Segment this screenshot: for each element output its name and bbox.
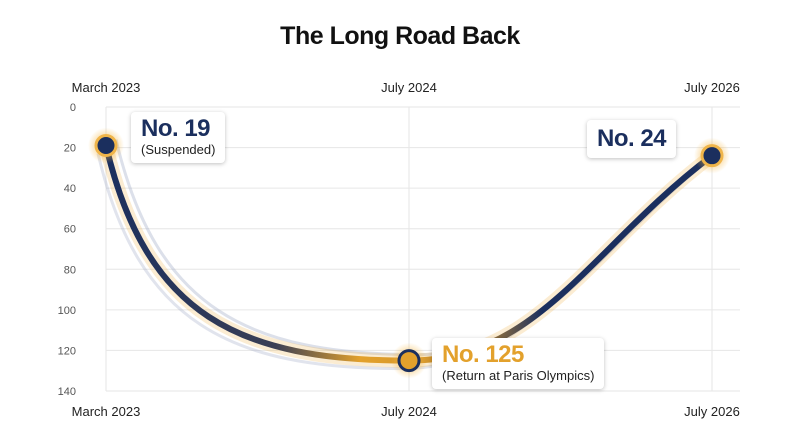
y-tick-label: 20 xyxy=(64,143,76,155)
y-tick-label: 100 xyxy=(58,305,76,317)
data-point xyxy=(397,349,421,373)
y-tick-label: 60 xyxy=(64,224,76,236)
data-point xyxy=(94,134,118,158)
callout-end: No. 24 xyxy=(587,120,677,158)
callout-low-note: (Return at Paris Olympics) xyxy=(442,368,595,383)
y-tick-label: 40 xyxy=(64,183,76,195)
x-tick-label-top: July 2024 xyxy=(381,80,437,95)
x-tick-label-bottom: July 2026 xyxy=(684,404,740,419)
callout-low: No. 125 (Return at Paris Olympics) xyxy=(432,338,605,389)
callout-low-rank: No. 125 xyxy=(442,341,524,368)
x-tick-label-bottom: March 2023 xyxy=(72,404,141,419)
callout-start-rank: No. 19 xyxy=(141,115,211,142)
x-tick-label-top: July 2026 xyxy=(684,80,740,95)
y-tick-label: 0 xyxy=(70,102,76,114)
x-tick-label-bottom: July 2024 xyxy=(381,404,437,419)
x-tick-label-top: March 2023 xyxy=(72,80,141,95)
callout-start-note: (Suspended) xyxy=(141,142,216,157)
y-tick-label: 120 xyxy=(58,345,76,357)
y-tick-label: 140 xyxy=(58,386,76,398)
callout-end-rank: No. 24 xyxy=(597,125,667,152)
callout-start: No. 19 (Suspended) xyxy=(131,112,226,163)
y-tick-label: 80 xyxy=(64,264,76,276)
series-trail xyxy=(96,153,705,371)
data-point xyxy=(700,144,724,168)
chart-title: The Long Road Back xyxy=(280,22,520,50)
